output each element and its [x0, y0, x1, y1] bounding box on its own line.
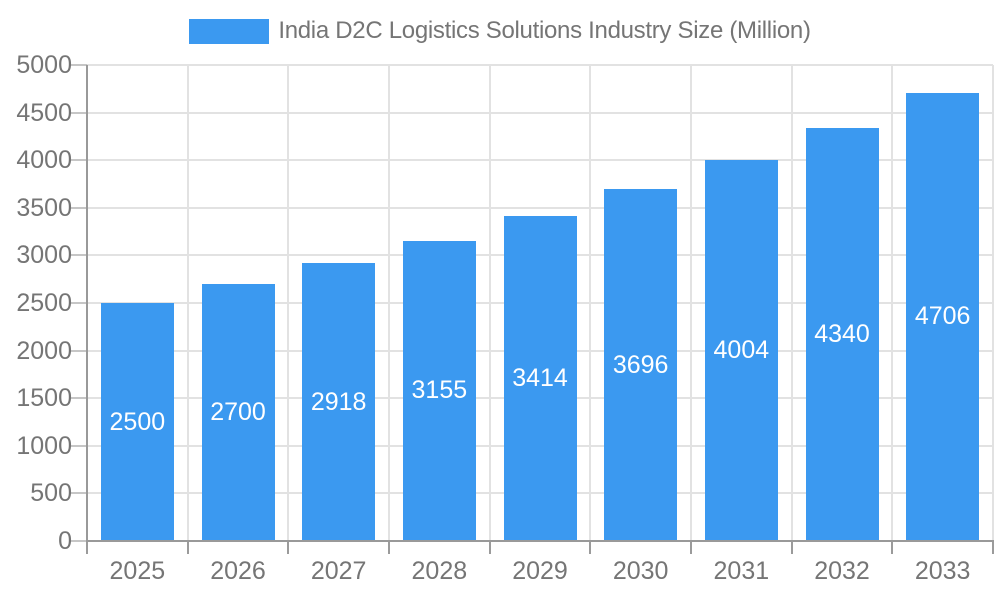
x-axis-tick [992, 541, 994, 554]
y-axis-label: 3500 [16, 193, 72, 222]
gridline-vertical [690, 65, 692, 541]
y-axis-label: 2500 [16, 289, 72, 317]
bar[interactable]: 3414 [503, 215, 577, 541]
x-axis-tick [86, 541, 88, 554]
legend[interactable]: India D2C Logistics Solutions Industry S… [0, 16, 1000, 46]
x-axis-label: 2033 [914, 557, 971, 585]
bar[interactable]: 4004 [704, 159, 778, 541]
y-axis-tick [70, 254, 87, 257]
bar[interactable]: 4340 [805, 127, 879, 541]
bar[interactable]: 2700 [201, 283, 275, 541]
gridline-vertical [589, 65, 592, 541]
y-axis-tick [70, 349, 87, 352]
y-axis-label: 3000 [16, 241, 72, 270]
y-axis-label: 4000 [16, 146, 72, 175]
gridline-vertical [891, 65, 894, 541]
bar[interactable]: 2500 [100, 303, 174, 541]
gridline-horizontal [87, 206, 993, 209]
y-axis-tick [70, 302, 87, 304]
bar-value-label: 4340 [814, 319, 870, 348]
bar-value-label: 2918 [310, 387, 367, 416]
y-axis-tick [70, 111, 87, 114]
gridline-vertical [287, 65, 290, 541]
bar-value-label: 4706 [914, 302, 971, 331]
y-axis-label: 1500 [16, 384, 72, 413]
x-axis-tick [488, 541, 491, 554]
y-axis-tick [70, 159, 87, 162]
x-axis-tick [690, 541, 692, 554]
x-axis-tick [589, 541, 592, 554]
x-axis-label: 2025 [109, 557, 166, 585]
y-axis-label: 0 [58, 527, 72, 555]
gridline-horizontal [87, 111, 993, 114]
legend-swatch [189, 18, 270, 44]
x-axis-label: 2027 [310, 557, 367, 585]
bar[interactable]: 4706 [906, 92, 980, 541]
y-axis-tick [70, 540, 87, 542]
x-axis-label: 2030 [612, 557, 669, 585]
y-axis-tick [70, 206, 87, 209]
bar[interactable]: 3155 [402, 240, 476, 541]
bar-value-label: 3155 [411, 376, 468, 405]
bar-value-label: 3696 [612, 350, 669, 379]
y-axis-tick [70, 492, 87, 495]
y-axis-label: 1000 [16, 431, 72, 460]
x-axis-tick [388, 541, 390, 554]
gridline-vertical [992, 65, 994, 541]
y-axis-tick [70, 397, 87, 400]
y-axis-label: 4500 [16, 98, 72, 127]
x-axis-label: 2029 [512, 557, 568, 585]
x-axis-line [86, 540, 994, 542]
x-axis-label: 2031 [713, 557, 770, 585]
gridline-vertical [388, 65, 390, 541]
y-axis-tick [70, 444, 87, 447]
y-axis-label: 5000 [16, 51, 72, 79]
bar[interactable]: 2918 [302, 263, 376, 541]
y-axis-label: 500 [30, 479, 72, 508]
bar-value-label: 2700 [210, 397, 266, 426]
bar-value-label: 3414 [512, 363, 568, 392]
x-axis-tick [287, 541, 290, 554]
gridline-horizontal [87, 159, 993, 162]
legend-label: India D2C Logistics Solutions Industry S… [278, 17, 811, 44]
gridline-vertical [488, 65, 491, 541]
bar-value-label: 4004 [713, 335, 770, 364]
y-axis-label: 2000 [16, 336, 72, 365]
x-axis-label: 2032 [814, 557, 870, 585]
x-axis-tick [186, 541, 189, 554]
gridline-horizontal [87, 64, 993, 66]
x-axis-label: 2028 [411, 557, 468, 585]
gridline-vertical [186, 65, 189, 541]
gridline-vertical [790, 65, 793, 541]
x-axis-tick [790, 541, 793, 554]
x-axis-label: 2026 [210, 557, 266, 585]
bar[interactable]: 3696 [604, 189, 678, 541]
bar-value-label: 2500 [109, 407, 166, 436]
y-axis-line [86, 65, 88, 541]
y-axis-tick [70, 64, 87, 66]
x-axis-tick [891, 541, 894, 554]
